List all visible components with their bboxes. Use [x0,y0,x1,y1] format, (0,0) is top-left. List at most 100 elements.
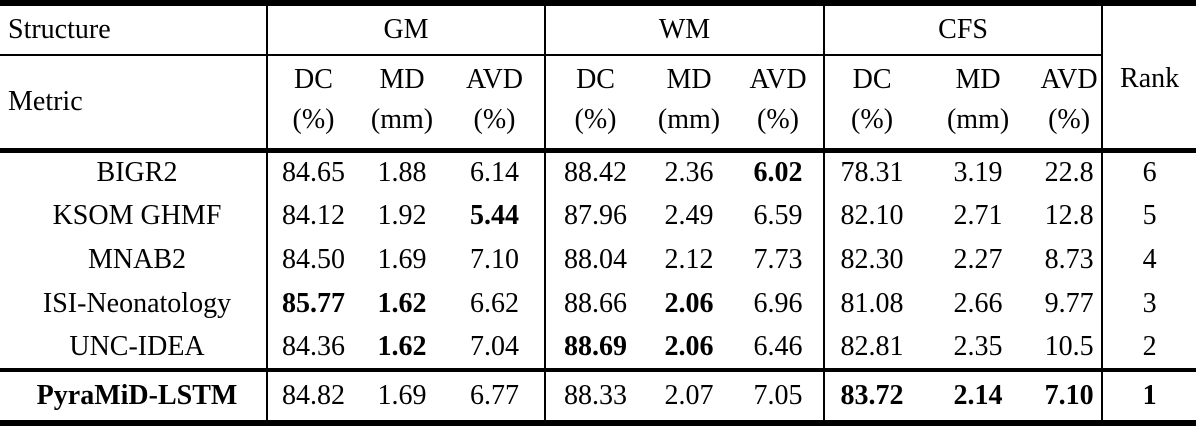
cell-cfs-avd: 7.10 [1037,368,1103,423]
metric-header-wm-avd: AVD (%) [733,55,825,153]
cell-cfs-md: 2.14 [919,368,1038,423]
cell-cfs-dc: 83.72 [823,368,920,423]
cell-cfs-dc: 82.30 [823,238,920,282]
cell-cfs-dc: 82.81 [823,326,920,370]
cell-wm-md: 2.12 [664,244,714,275]
cell-wm-avd: 6.59 [753,200,803,231]
cell-gm-md: 1.92 [377,200,427,231]
metric-abbr: AVD [465,64,524,95]
cell-rank: 3 [1101,282,1196,326]
rank-header: Rank [1101,55,1196,153]
cell-cfs-dc: 82.10 [823,194,920,238]
cell-cfs-dc: 81.08 [823,282,920,326]
row-label: ISI-Neonatology [42,288,232,319]
cell-rank: 2 [1101,326,1196,370]
metric-unit: (%) [757,104,800,135]
cell-gm-md: 1.88 [377,157,427,189]
metric-unit: (%) [292,104,335,135]
cell-wm-md: 2.49 [664,200,714,231]
cell-wm-dc: 88.66 [544,282,646,326]
cell-gm-md: 1.62 [377,288,427,319]
cell-wm-avd: 7.73 [753,244,803,275]
metric-header-row: Metric DC (%) MD (mm) AVD (%) DC (%) MD … [0,55,1196,153]
cell-cfs-md: 2.66 [953,288,1003,319]
cell-cfs-md: 3.19 [953,157,1003,189]
cell-wm-dc: 88.33 [544,368,646,423]
metric-header-wm-dc: DC (%) [544,55,646,153]
metric-header-gm-md: MD (mm) [359,55,445,153]
group-header-wm: WM [544,3,825,56]
table-row: KSOM GHMF 84.12 1.92 5.44 87.96 2.49 6.5… [0,194,1196,238]
cell-gm-avd: 7.10 [470,244,519,275]
group-header-gm: GM [265,3,546,56]
table-row: BIGR2 84.65 1.88 6.14 88.42 2.36 6.02 78… [0,150,1196,194]
cell-gm-avd: 6.62 [470,288,519,319]
metric-header-cfs-avd: AVD (%) [1037,55,1103,153]
table-row: ISI-Neonatology 85.77 1.62 6.62 88.66 2.… [0,282,1196,326]
cell-wm-md: 2.07 [645,368,734,423]
cell-rank: 4 [1101,238,1196,282]
cell-cfs-avd: 10.5 [1044,331,1094,362]
metric-unit: (mm) [946,104,1010,135]
cell-cfs-md: 2.71 [953,200,1003,231]
cell-wm-avd: 7.05 [733,368,825,423]
cell-cfs-md: 2.35 [953,331,1003,362]
results-table: Structure GM WM CFS Metric DC (%) MD (mm… [0,0,1196,426]
metric-abbr: MD [955,64,1001,95]
metric-abbr: AVD [1040,64,1098,95]
structure-header-row: Structure GM WM CFS [0,3,1196,56]
cell-cfs-md: 2.27 [953,244,1003,275]
cell-wm-avd: 6.02 [753,157,803,189]
metric-unit: (%) [1048,104,1091,135]
row-label: MNAB2 [87,244,186,275]
row-label: PyraMiD-LSTM [0,368,267,423]
row-label: UNC-IDEA [69,331,205,362]
cell-gm-dc: 84.82 [266,368,359,423]
table-row: UNC-IDEA 84.36 1.62 7.04 88.69 2.06 6.46… [0,326,1196,370]
group-header-rank-spacer [1101,3,1196,55]
metric-unit: (mm) [370,104,434,135]
cell-wm-dc: 87.96 [544,194,646,238]
cell-wm-md: 2.36 [664,157,714,189]
metric-abbr: AVD [749,64,807,95]
cell-gm-dc: 84.50 [266,238,359,282]
cell-rank: 6 [1101,150,1196,194]
row-label: BIGR2 [96,157,178,189]
cell-rank: 1 [1101,368,1196,423]
cell-cfs-avd: 12.8 [1044,200,1094,231]
cell-gm-dc: 84.65 [266,150,359,194]
cell-gm-dc: 84.12 [266,194,359,238]
cell-gm-dc: 85.77 [266,282,359,326]
group-header-cfs: CFS [823,3,1103,56]
structure-header: Structure [0,3,267,56]
cell-cfs-avd: 8.73 [1044,244,1094,275]
cell-gm-dc: 84.36 [266,326,359,370]
metric-abbr: DC [294,64,333,95]
metric-header-cfs-md: MD (mm) [919,55,1038,153]
cell-wm-avd: 6.46 [753,331,803,362]
cell-wm-dc: 88.69 [544,326,646,370]
cell-wm-dc: 88.42 [544,150,646,194]
cell-gm-avd: 7.04 [470,331,519,362]
table-row: MNAB2 84.50 1.69 7.10 88.04 2.12 7.73 82… [0,238,1196,282]
metric-unit: (%) [473,104,516,135]
metric-header-gm-avd: AVD (%) [445,55,546,153]
metric-abbr: MD [666,64,712,95]
cell-rank: 5 [1101,194,1196,238]
metric-header-cfs-dc: DC (%) [823,55,920,153]
cell-wm-md: 2.06 [664,288,714,319]
cell-wm-dc: 88.04 [544,238,646,282]
cell-cfs-dc: 78.31 [823,150,920,194]
cell-gm-md: 1.69 [359,368,445,423]
metric-abbr: MD [379,64,425,95]
table-row-pyramid-lstm: PyraMiD-LSTM 84.82 1.69 6.77 88.33 2.07 … [0,368,1196,423]
cell-gm-avd: 6.14 [470,157,519,189]
metric-header-wm-md: MD (mm) [645,55,734,153]
metric-abbr: DC [576,64,615,95]
cell-wm-avd: 6.96 [753,288,803,319]
cell-cfs-avd: 9.77 [1044,288,1094,319]
cell-gm-avd: 5.44 [470,200,519,231]
metric-abbr: DC [852,64,892,95]
row-label: KSOM GHMF [52,200,222,231]
